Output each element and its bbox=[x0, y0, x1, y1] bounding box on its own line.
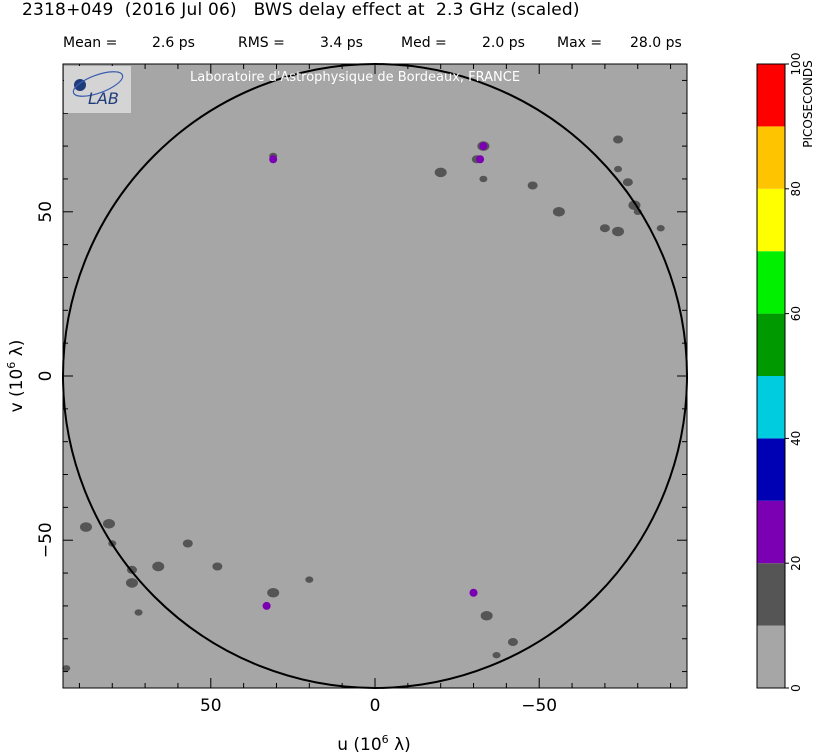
colorbar-label: PICOSECONDS bbox=[801, 60, 815, 147]
feature bbox=[212, 562, 223, 571]
feature bbox=[492, 651, 501, 659]
y-tick-label: 50 bbox=[36, 201, 56, 223]
y-axis-title: v (106 λ) bbox=[5, 340, 27, 413]
feature bbox=[267, 587, 280, 598]
x-tick-label: 50 bbox=[200, 696, 222, 716]
feature bbox=[527, 181, 538, 190]
colorbar: 0 20 40 60 80 100 bbox=[756, 53, 803, 692]
colorbar-segment bbox=[757, 64, 785, 127]
logo-text: LAB bbox=[88, 89, 119, 108]
colorbar-tick-label: 100 bbox=[789, 53, 803, 76]
x-axis-title: u (106 λ) bbox=[337, 733, 411, 755]
delay-features bbox=[62, 135, 665, 672]
colorbar-segment bbox=[757, 251, 785, 314]
feature bbox=[552, 206, 565, 217]
feature bbox=[507, 638, 518, 647]
colorbar-tick-label: 20 bbox=[789, 556, 803, 571]
stat-max-label: Max = bbox=[557, 35, 603, 51]
feature bbox=[102, 518, 115, 529]
chart-title: 2318+049 (2016 Jul 06) BWS delay effect … bbox=[22, 0, 580, 20]
feature bbox=[622, 178, 633, 187]
stat-rms-label: RMS = bbox=[238, 35, 285, 51]
feature bbox=[182, 539, 193, 548]
lab-logo: LAB bbox=[64, 66, 131, 113]
feature bbox=[125, 578, 138, 588]
feature-high bbox=[479, 142, 488, 151]
feature-high bbox=[469, 588, 478, 597]
feature bbox=[612, 226, 625, 237]
feature bbox=[479, 175, 488, 183]
stat-mean-value: 2.6 ps bbox=[152, 35, 195, 51]
colorbar-segment bbox=[757, 438, 785, 501]
stat-max-value: 28.0 ps bbox=[630, 35, 682, 51]
feature bbox=[613, 135, 624, 144]
feature bbox=[599, 224, 610, 233]
feature bbox=[434, 167, 447, 178]
colorbar-segment bbox=[757, 313, 785, 376]
colorbar-tick-label: 80 bbox=[789, 181, 803, 196]
logo-orbit bbox=[72, 71, 124, 97]
stat-rms-value: 3.4 ps bbox=[320, 35, 363, 51]
stat-med-value: 2.0 ps bbox=[482, 35, 525, 51]
axis-ticks: 50 0 −50 50 0 −50 bbox=[36, 64, 687, 716]
feature-high bbox=[269, 155, 278, 164]
feature-high bbox=[262, 601, 271, 610]
y-tick-label: −50 bbox=[36, 522, 56, 558]
colorbar-tick-label: 60 bbox=[789, 306, 803, 321]
feature bbox=[152, 561, 165, 572]
feature bbox=[656, 225, 665, 232]
x-tick-label: −50 bbox=[521, 696, 557, 716]
colorbar-segment bbox=[757, 126, 785, 189]
feature bbox=[79, 522, 92, 532]
colorbar-frame bbox=[756, 63, 786, 689]
feature bbox=[134, 609, 143, 616]
feature-high bbox=[476, 155, 485, 164]
feature bbox=[480, 610, 493, 621]
x-tick-label: 0 bbox=[370, 696, 381, 716]
plot-background bbox=[63, 64, 687, 688]
stat-med-label: Med = bbox=[401, 35, 447, 51]
colorbar-segment bbox=[757, 625, 785, 688]
colorbar-segment bbox=[757, 563, 785, 626]
feature bbox=[305, 576, 314, 583]
logo-dot bbox=[74, 79, 86, 91]
watermark-text: Laboratoire d'Astrophysique de Bordeaux,… bbox=[190, 70, 520, 85]
colorbar-segment bbox=[757, 188, 785, 252]
feature bbox=[614, 165, 623, 173]
colorbar-tick-label: 40 bbox=[789, 431, 803, 446]
logo-background bbox=[64, 66, 131, 113]
feature bbox=[62, 665, 71, 672]
colorbar-segment bbox=[757, 376, 785, 439]
colorbar-tick-label: 0 bbox=[789, 684, 803, 692]
stat-mean-label: Mean = bbox=[63, 35, 118, 51]
y-tick-label: 0 bbox=[36, 371, 56, 382]
colorbar-segment bbox=[757, 500, 785, 564]
